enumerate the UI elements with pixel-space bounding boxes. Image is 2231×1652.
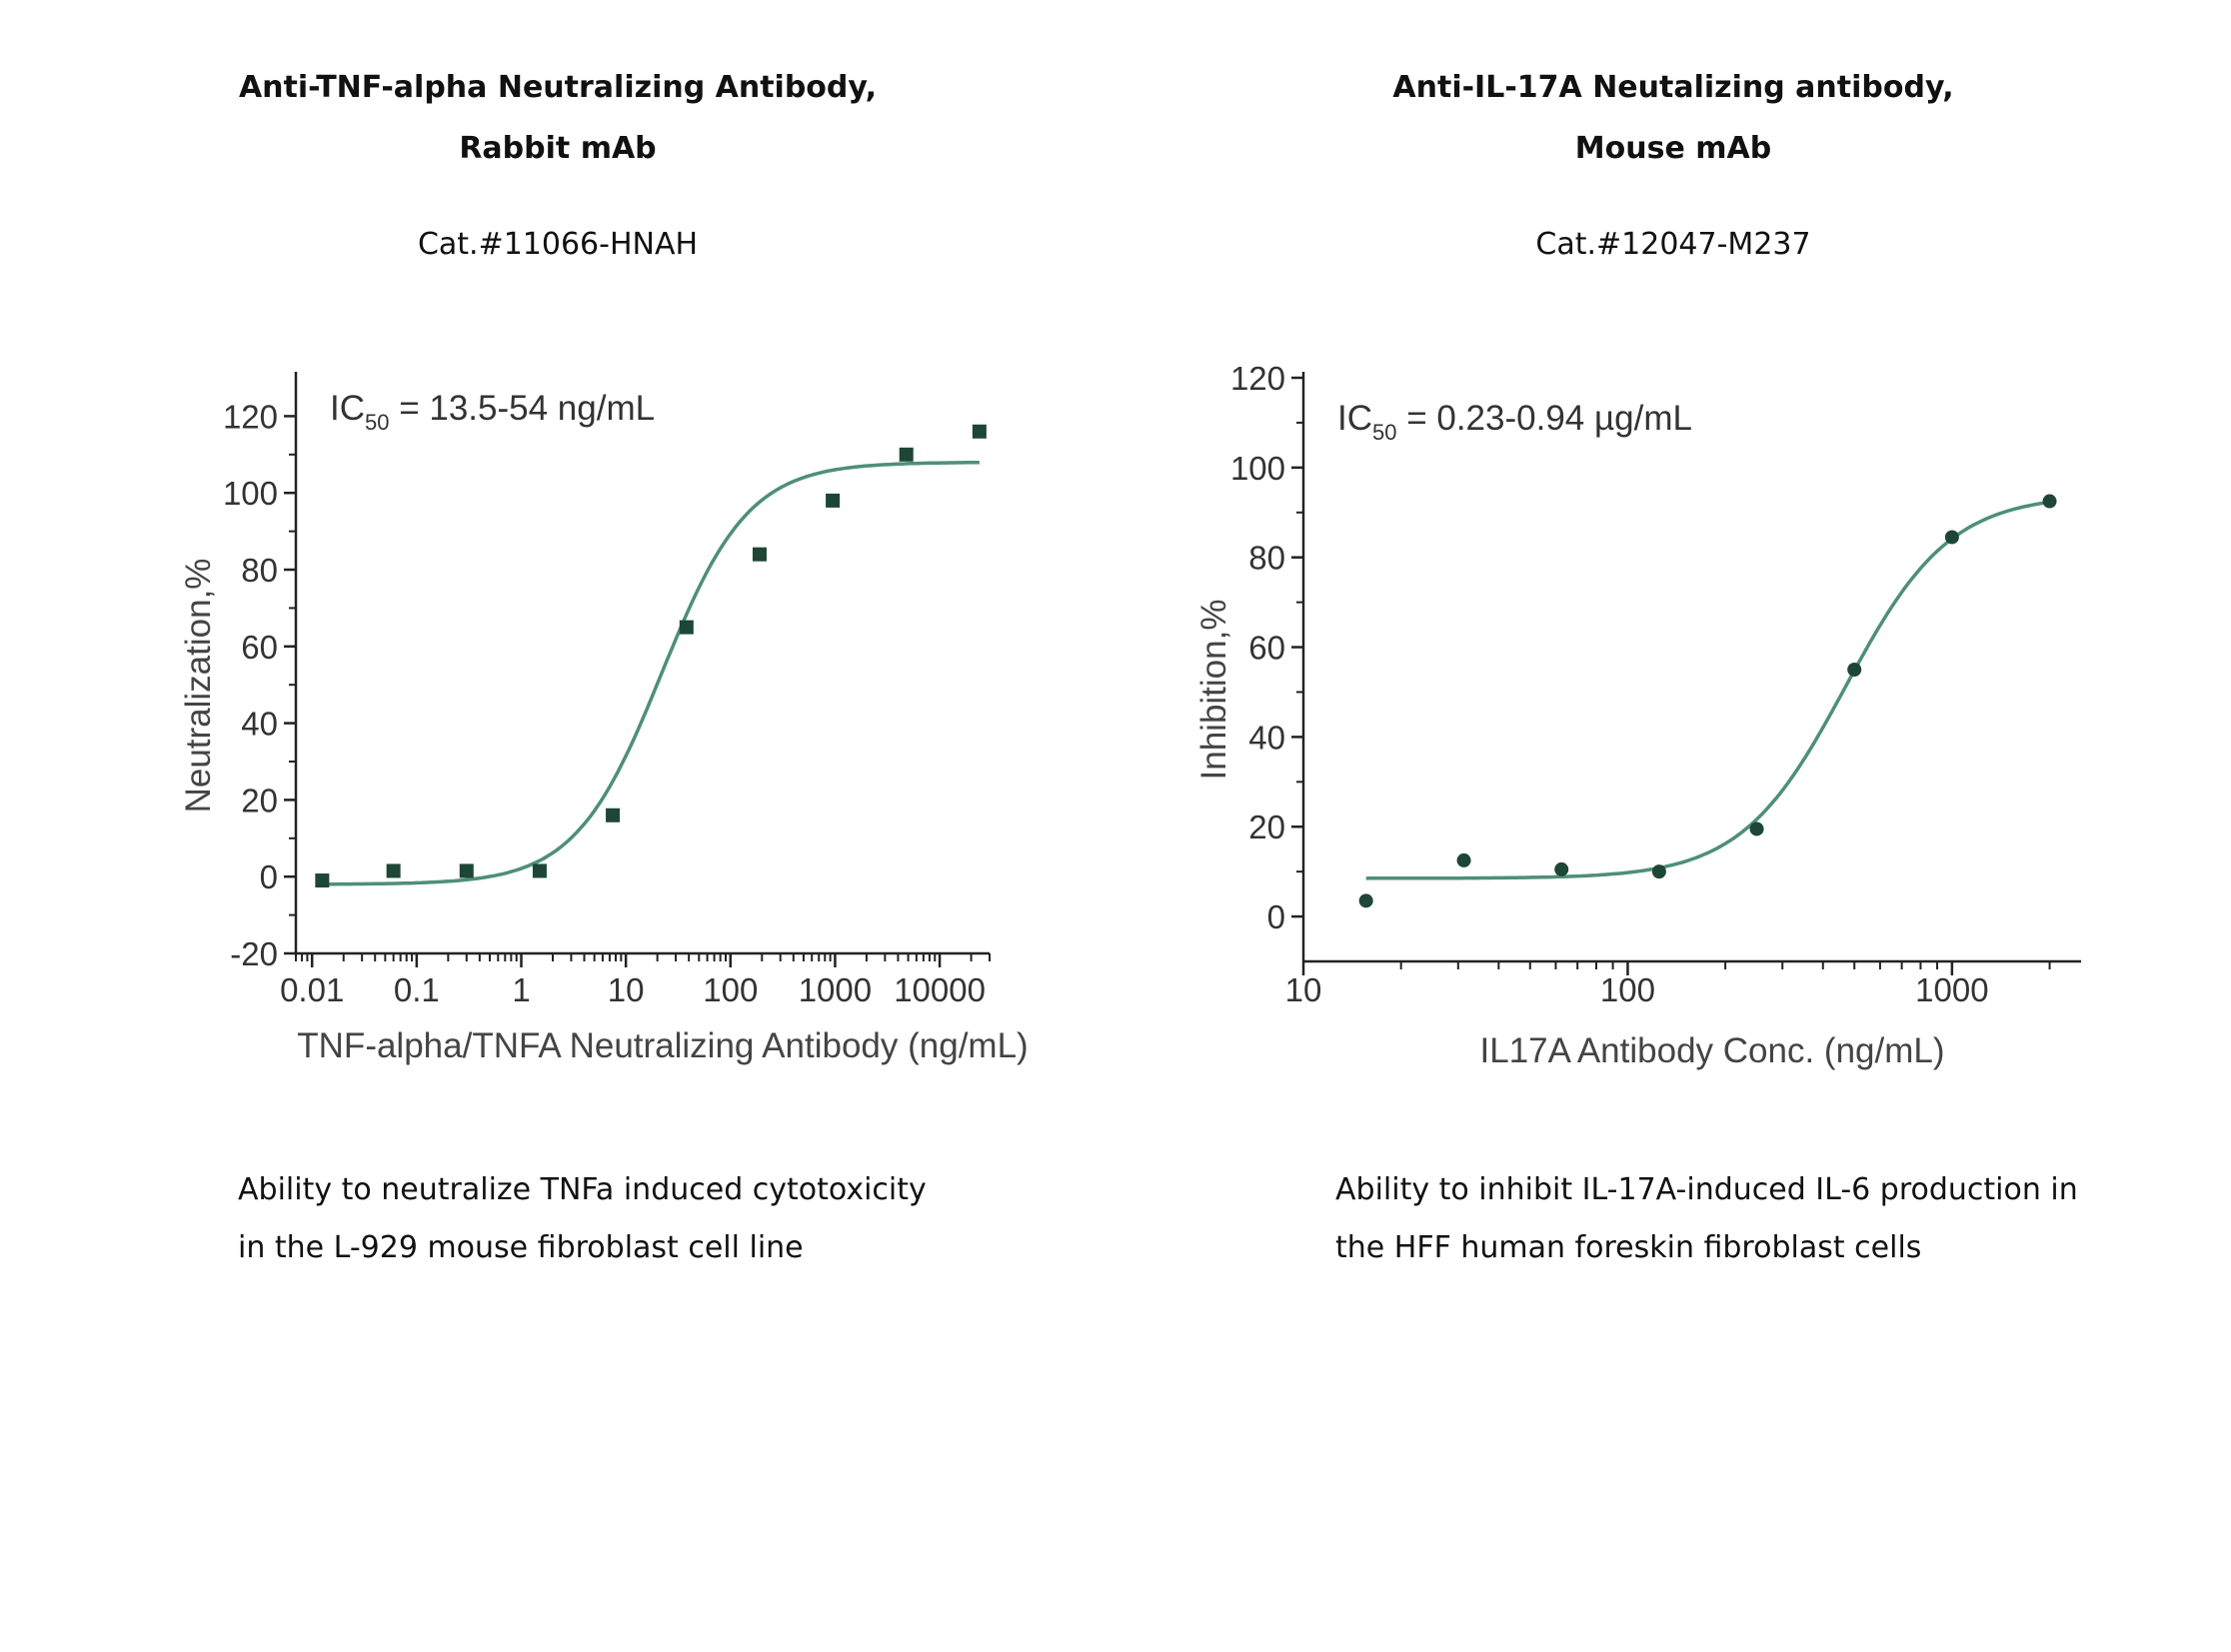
y-tick-label: 40 <box>241 706 278 743</box>
left-chart: -20 0 20 40 60 80 100 120 0.01 0.1 1 10 100 1000 10000… <box>179 372 1029 1065</box>
y-tick-label: 0 <box>1267 898 1285 935</box>
data-point <box>826 493 841 508</box>
data-point <box>459 863 474 878</box>
data-point <box>315 873 330 888</box>
left-catalog-number: Cat.#11066-HNAH <box>417 227 699 262</box>
ic50-annotation: IC50 = 13.5-54 ng/mL <box>330 389 655 435</box>
data-point <box>606 808 621 823</box>
x-axis-label: TNF-alpha/TNFA Neutralizing Antibody (ng… <box>297 1026 1028 1065</box>
data-point <box>679 620 694 635</box>
fit-curve <box>1365 500 2050 880</box>
left-caption-line1: Ability to neutralize TNFa induced cytot… <box>238 1172 927 1207</box>
y-tick-label: 80 <box>241 552 278 589</box>
y-tick-label: 120 <box>223 398 278 435</box>
y-axis-label: Inhibition,% <box>1194 600 1233 781</box>
data-point <box>1944 530 1959 545</box>
left-caption-line2: in the L-929 mouse fibroblast cell line <box>238 1230 804 1265</box>
x-tick-label: 1000 <box>799 971 872 1008</box>
x-tick-label: 100 <box>1600 971 1655 1008</box>
left-panel: Anti-TNF-alpha Neutralizing Antibody, Ra… <box>179 70 1029 1265</box>
data-point <box>2042 494 2057 509</box>
data-point <box>752 547 767 562</box>
y-axis-label: Neutralization,% <box>179 559 218 814</box>
y-tick-label: 20 <box>1248 809 1285 845</box>
y-tick-label: 20 <box>241 782 278 819</box>
right-chart: 0 20 40 60 80 100 120 10 100 1000 IL17A Antibody C… <box>1194 360 2081 1070</box>
x-tick-label: 1000 <box>1915 971 1988 1008</box>
y-tick-label: -20 <box>230 935 278 972</box>
y-tick-label: 0 <box>260 858 278 895</box>
y-tick-label: 100 <box>223 475 278 512</box>
y-tick-label: 120 <box>1230 360 1285 397</box>
data-point <box>972 424 987 439</box>
data-point <box>386 863 401 878</box>
x-tick-label: 10000 <box>894 971 986 1008</box>
fit-curve <box>322 461 980 886</box>
data-point <box>1749 822 1764 836</box>
y-tick-label: 80 <box>1248 540 1285 577</box>
data-point <box>1847 663 1862 677</box>
x-tick-label: 0.1 <box>394 971 440 1008</box>
ic50-annotation: IC50 = 0.23-0.94 µg/mL <box>1337 399 1692 445</box>
x-tick-label: 10 <box>608 971 645 1008</box>
x-tick-label: 1 <box>512 971 530 1008</box>
x-axis-label: IL17A Antibody Conc. (ng/mL) <box>1480 1031 1945 1070</box>
data-point <box>1358 893 1373 908</box>
data-point <box>1651 864 1666 879</box>
y-tick-label: 100 <box>1230 450 1285 487</box>
x-tick-label: 10 <box>1285 971 1322 1008</box>
data-point <box>1456 852 1471 867</box>
data-point <box>532 863 547 878</box>
y-tick-label: 60 <box>241 629 278 666</box>
right-catalog-number: Cat.#12047-M237 <box>1535 227 1811 262</box>
right-caption-line1: Ability to inhibit IL-17A-induced IL-6 p… <box>1335 1172 2078 1207</box>
x-tick-label: 0.01 <box>280 971 344 1008</box>
y-tick-label: 40 <box>1248 719 1285 756</box>
right-title-line1: Anti-IL-17A Neutalizing antibody, <box>1392 70 1954 105</box>
data-point <box>899 447 914 462</box>
x-tick-label: 100 <box>703 971 758 1008</box>
y-tick-label: 60 <box>1248 630 1285 667</box>
right-caption-line2: the HFF human foreskin fibroblast cells <box>1335 1230 1922 1265</box>
right-title-line2: Mouse mAb <box>1574 131 1772 166</box>
right-panel: Anti-IL-17A Neutalizing antibody, Mouse … <box>1116 0 2231 1652</box>
left-title-line2: Rabbit mAb <box>459 131 657 166</box>
data-point <box>1554 861 1569 876</box>
left-title-line1: Anti-TNF-alpha Neutralizing Antibody, <box>238 70 878 105</box>
